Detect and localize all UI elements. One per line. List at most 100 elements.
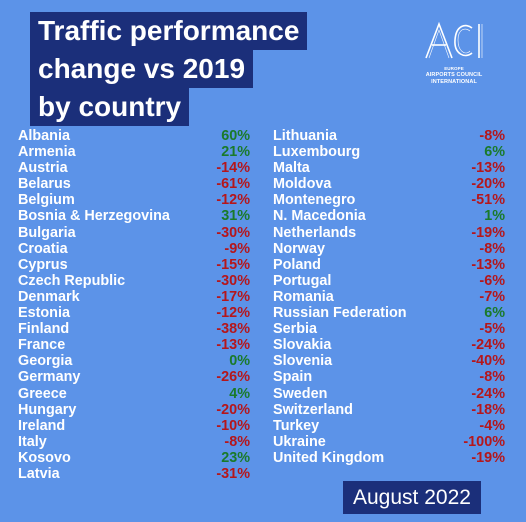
change-value: -5% xyxy=(479,321,505,338)
country-row: Switzerland -18% xyxy=(273,402,505,418)
country-name: Ukraine xyxy=(273,433,326,450)
change-value: -12% xyxy=(216,305,250,322)
country-name: Sweden xyxy=(273,385,328,402)
change-value: -13% xyxy=(216,337,250,354)
change-value: -19% xyxy=(471,224,505,241)
country-row: Finland -38% xyxy=(18,321,250,337)
country-row: Netherlands -19% xyxy=(273,225,505,241)
change-value: -61% xyxy=(216,176,250,193)
change-value: -17% xyxy=(216,288,250,305)
country-name: Slovakia xyxy=(273,337,332,354)
logo-text-line-1: AIRPORTS COUNCIL xyxy=(425,72,483,78)
country-name: Spain xyxy=(273,369,313,386)
country-name: Kosovo xyxy=(18,449,71,466)
country-name: Czech Republic xyxy=(18,272,126,289)
change-value: 6% xyxy=(484,305,505,322)
change-value: -4% xyxy=(479,417,505,434)
change-value: -26% xyxy=(216,369,250,386)
country-name: Ireland xyxy=(18,417,66,434)
change-value: -8% xyxy=(224,433,250,450)
country-name: Lithuania xyxy=(273,128,337,144)
change-value: -13% xyxy=(471,256,505,273)
change-value: -18% xyxy=(471,401,505,418)
country-name: Slovenia xyxy=(273,353,333,370)
change-value: -40% xyxy=(471,353,505,370)
logo-region: EUROPE xyxy=(444,66,464,71)
country-name: Bulgaria xyxy=(18,224,76,241)
country-name: Hungary xyxy=(18,401,77,418)
country-row: Slovenia -40% xyxy=(273,353,505,369)
country-name: Switzerland xyxy=(273,401,353,418)
country-row: Malta -13% xyxy=(273,160,505,176)
logo-text-line-2: INTERNATIONAL xyxy=(431,79,477,85)
change-value: -15% xyxy=(216,256,250,273)
country-name: Serbia xyxy=(273,321,317,338)
change-value: -24% xyxy=(471,385,505,402)
change-value: -100% xyxy=(463,433,505,450)
country-row: Hungary -20% xyxy=(18,402,250,418)
country-name: Estonia xyxy=(18,305,70,322)
country-row: Austria -14% xyxy=(18,160,250,176)
country-row: Spain -8% xyxy=(273,369,505,385)
country-row: Latvia -31% xyxy=(18,466,250,482)
change-value: -7% xyxy=(479,288,505,305)
aci-logo-mark-icon xyxy=(425,21,483,59)
country-row: Georgia 0% xyxy=(18,353,250,369)
country-row: Belgium -12% xyxy=(18,192,250,208)
country-name: Norway xyxy=(273,240,325,257)
country-name: Finland xyxy=(18,321,70,338)
page-title: Traffic performance change vs 2019 by co… xyxy=(30,12,308,126)
change-value: -9% xyxy=(224,240,250,257)
change-value: -8% xyxy=(479,240,505,257)
change-value: 23% xyxy=(221,449,250,466)
country-row: Denmark -17% xyxy=(18,289,250,305)
change-value: -20% xyxy=(471,176,505,193)
change-value: -20% xyxy=(216,401,250,418)
change-value: 6% xyxy=(484,144,505,161)
country-row: N. Macedonia 1% xyxy=(273,208,505,224)
country-row: United Kingdom -19% xyxy=(273,450,505,466)
country-name: Armenia xyxy=(18,144,76,161)
country-row: Portugal -6% xyxy=(273,273,505,289)
country-name: Greece xyxy=(18,385,67,402)
title-line-1: Traffic performance xyxy=(30,12,308,50)
country-name: Moldova xyxy=(273,176,332,193)
country-name: N. Macedonia xyxy=(273,208,366,225)
country-list-right: Lithuania -8% Luxembourg 6% Malta -13% Moldova… xyxy=(273,128,505,466)
country-name: Belgium xyxy=(18,192,75,209)
change-value: -6% xyxy=(479,272,505,289)
change-value: -8% xyxy=(479,369,505,386)
country-name: Montenegro xyxy=(273,192,356,209)
country-row: Bosnia & Herzegovina 31% xyxy=(18,208,250,224)
country-name: Albania xyxy=(18,128,70,144)
change-value: -14% xyxy=(216,160,250,177)
country-row: Belarus -61% xyxy=(18,176,250,192)
country-name: Georgia xyxy=(18,353,73,370)
country-row: Sweden -24% xyxy=(273,386,505,402)
country-name: Bosnia & Herzegovina xyxy=(18,208,170,225)
country-name: Portugal xyxy=(273,272,332,289)
change-value: 0% xyxy=(229,353,250,370)
country-row: Ukraine -100% xyxy=(273,434,505,450)
country-list-left: Albania 60% Armenia 21% Austria -14% Belarus -6… xyxy=(18,128,250,482)
country-name: United Kingdom xyxy=(273,449,385,466)
country-row: Ireland -10% xyxy=(18,418,250,434)
country-name: Romania xyxy=(273,288,334,305)
country-row: Croatia -9% xyxy=(18,241,250,257)
change-value: 1% xyxy=(484,208,505,225)
country-row: Turkey -4% xyxy=(273,418,505,434)
country-row: Armenia 21% xyxy=(18,144,250,160)
country-name: Germany xyxy=(18,369,81,386)
change-value: -19% xyxy=(471,449,505,466)
country-row: Poland -13% xyxy=(273,257,505,273)
country-row: Cyprus -15% xyxy=(18,257,250,273)
change-value: -30% xyxy=(216,224,250,241)
country-row: Lithuania -8% xyxy=(273,128,505,144)
country-row: Luxembourg 6% xyxy=(273,144,505,160)
country-name: France xyxy=(18,337,66,354)
country-row: Italy -8% xyxy=(18,434,250,450)
country-name: Russian Federation xyxy=(273,305,407,322)
country-name: Denmark xyxy=(18,288,80,305)
country-row: Serbia -5% xyxy=(273,321,505,337)
country-name: Luxembourg xyxy=(273,144,361,161)
